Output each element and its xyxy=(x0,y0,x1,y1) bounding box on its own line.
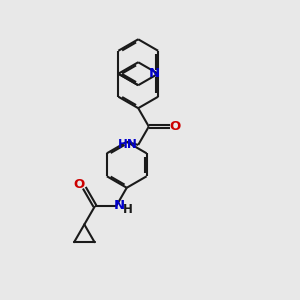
Text: O: O xyxy=(170,120,181,133)
Text: N: N xyxy=(113,199,124,212)
Text: H: H xyxy=(122,203,132,216)
Text: O: O xyxy=(74,178,85,191)
Text: N: N xyxy=(149,67,160,80)
Text: HN: HN xyxy=(118,138,138,152)
